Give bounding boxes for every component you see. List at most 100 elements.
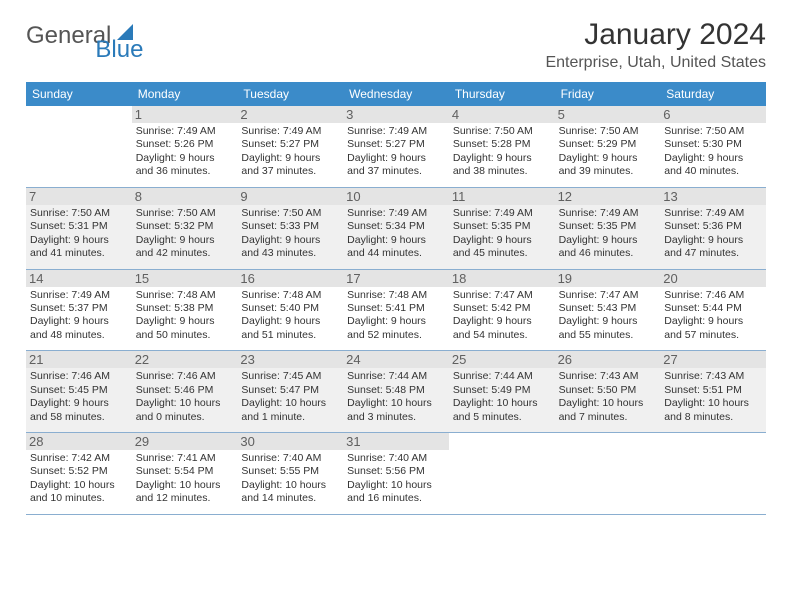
day-cell: 10 Sunrise: 7:49 AMSunset: 5:34 PMDayligh… bbox=[343, 188, 449, 269]
day-cell: 15 Sunrise: 7:48 AMSunset: 5:38 PMDayligh… bbox=[132, 270, 238, 351]
day-info: Sunrise: 7:46 AMSunset: 5:45 PMDaylight:… bbox=[30, 370, 128, 424]
day-cell: 26Sunrise: 7:43 AMSunset: 5:50 PMDayligh… bbox=[555, 351, 661, 432]
day-cell: 27 Sunrise: 7:43 AMSunset: 5:51 PMDayligh… bbox=[660, 351, 766, 432]
day-cell: 31 Sunrise: 7:40 AMSunset: 5:56 PMDayligh… bbox=[343, 433, 449, 514]
weekday-header: Saturday bbox=[660, 82, 766, 106]
day-number: 10 bbox=[343, 188, 449, 205]
day-number: 18 bbox=[449, 270, 555, 287]
day-info: Sunrise: 7:44 AMSunset: 5:48 PMDaylight:… bbox=[347, 370, 445, 424]
day-info: Sunrise: 7:43 AMSunset: 5:51 PMDaylight:… bbox=[664, 370, 762, 424]
day-info: Sunrise: 7:49 AMSunset: 5:27 PMDaylight:… bbox=[241, 125, 339, 179]
day-number: 4 bbox=[449, 106, 555, 123]
day-cell: 1 Sunrise: 7:49 AMSunset: 5:26 PMDaylight… bbox=[132, 106, 238, 187]
calendar: SundayMondayTuesdayWednesdayThursdayFrid… bbox=[26, 82, 766, 515]
day-cell: 5Sunrise: 7:50 AMSunset: 5:29 PMDaylight… bbox=[555, 106, 661, 187]
day-info: Sunrise: 7:41 AMSunset: 5:54 PMDaylight:… bbox=[136, 452, 234, 506]
weekday-header: Wednesday bbox=[343, 82, 449, 106]
day-number: 24 bbox=[343, 351, 449, 368]
day-info: Sunrise: 7:50 AMSunset: 5:28 PMDaylight:… bbox=[453, 125, 551, 179]
day-info: Sunrise: 7:50 AMSunset: 5:31 PMDaylight:… bbox=[30, 207, 128, 261]
day-cell: 11Sunrise: 7:49 AMSunset: 5:35 PMDayligh… bbox=[449, 188, 555, 269]
day-cell: 12Sunrise: 7:49 AMSunset: 5:35 PMDayligh… bbox=[555, 188, 661, 269]
empty-cell bbox=[449, 433, 555, 514]
week-row: 21 Sunrise: 7:46 AMSunset: 5:45 PMDayligh… bbox=[26, 351, 766, 433]
day-cell: 19 Sunrise: 7:47 AMSunset: 5:43 PMDayligh… bbox=[555, 270, 661, 351]
empty-cell bbox=[660, 433, 766, 514]
day-number: 15 bbox=[132, 270, 238, 287]
empty-cell bbox=[26, 106, 132, 187]
day-number: 2 bbox=[237, 106, 343, 123]
day-info: Sunrise: 7:40 AMSunset: 5:56 PMDaylight:… bbox=[347, 452, 445, 506]
day-cell: 23 Sunrise: 7:45 AMSunset: 5:47 PMDayligh… bbox=[237, 351, 343, 432]
logo: General Blue bbox=[26, 22, 187, 50]
day-info: Sunrise: 7:48 AMSunset: 5:41 PMDaylight:… bbox=[347, 289, 445, 343]
day-number: 29 bbox=[132, 433, 238, 450]
day-cell: 7 Sunrise: 7:50 AMSunset: 5:31 PMDaylight… bbox=[26, 188, 132, 269]
weekday-header-row: SundayMondayTuesdayWednesdayThursdayFrid… bbox=[26, 82, 766, 106]
day-number: 27 bbox=[660, 351, 766, 368]
day-number: 9 bbox=[237, 188, 343, 205]
day-number: 3 bbox=[343, 106, 449, 123]
day-info: Sunrise: 7:49 AMSunset: 5:37 PMDaylight:… bbox=[30, 289, 128, 343]
day-number: 28 bbox=[26, 433, 132, 450]
day-cell: 22 Sunrise: 7:46 AMSunset: 5:46 PMDayligh… bbox=[132, 351, 238, 432]
day-cell: 18 Sunrise: 7:47 AMSunset: 5:42 PMDayligh… bbox=[449, 270, 555, 351]
day-cell: 16 Sunrise: 7:48 AMSunset: 5:40 PMDayligh… bbox=[237, 270, 343, 351]
day-number: 22 bbox=[132, 351, 238, 368]
day-number: 21 bbox=[26, 351, 132, 368]
weekday-header: Thursday bbox=[449, 82, 555, 106]
day-info: Sunrise: 7:47 AMSunset: 5:43 PMDaylight:… bbox=[559, 289, 657, 343]
day-cell: 20 Sunrise: 7:46 AMSunset: 5:44 PMDayligh… bbox=[660, 270, 766, 351]
day-number: 30 bbox=[237, 433, 343, 450]
week-row: 28Sunrise: 7:42 AMSunset: 5:52 PMDayligh… bbox=[26, 433, 766, 515]
day-info: Sunrise: 7:45 AMSunset: 5:47 PMDaylight:… bbox=[241, 370, 339, 424]
day-number: 16 bbox=[237, 270, 343, 287]
day-info: Sunrise: 7:49 AMSunset: 5:34 PMDaylight:… bbox=[347, 207, 445, 261]
day-cell: 28Sunrise: 7:42 AMSunset: 5:52 PMDayligh… bbox=[26, 433, 132, 514]
day-info: Sunrise: 7:49 AMSunset: 5:26 PMDaylight:… bbox=[136, 125, 234, 179]
day-number: 11 bbox=[449, 188, 555, 205]
day-info: Sunrise: 7:48 AMSunset: 5:40 PMDaylight:… bbox=[241, 289, 339, 343]
day-info: Sunrise: 7:43 AMSunset: 5:50 PMDaylight:… bbox=[559, 370, 657, 424]
day-info: Sunrise: 7:50 AMSunset: 5:30 PMDaylight:… bbox=[664, 125, 762, 179]
week-row: 7 Sunrise: 7:50 AMSunset: 5:31 PMDaylight… bbox=[26, 188, 766, 270]
weekday-header: Friday bbox=[555, 82, 661, 106]
day-info: Sunrise: 7:46 AMSunset: 5:46 PMDaylight:… bbox=[136, 370, 234, 424]
day-info: Sunrise: 7:49 AMSunset: 5:36 PMDaylight:… bbox=[664, 207, 762, 261]
day-number: 13 bbox=[660, 188, 766, 205]
day-info: Sunrise: 7:49 AMSunset: 5:27 PMDaylight:… bbox=[347, 125, 445, 179]
day-info: Sunrise: 7:40 AMSunset: 5:55 PMDaylight:… bbox=[241, 452, 339, 506]
weekday-header: Monday bbox=[132, 82, 238, 106]
day-info: Sunrise: 7:48 AMSunset: 5:38 PMDaylight:… bbox=[136, 289, 234, 343]
day-info: Sunrise: 7:46 AMSunset: 5:44 PMDaylight:… bbox=[664, 289, 762, 343]
week-row: 1 Sunrise: 7:49 AMSunset: 5:26 PMDaylight… bbox=[26, 106, 766, 188]
day-info: Sunrise: 7:44 AMSunset: 5:49 PMDaylight:… bbox=[453, 370, 551, 424]
day-number: 8 bbox=[132, 188, 238, 205]
day-number: 17 bbox=[343, 270, 449, 287]
day-number: 19 bbox=[555, 270, 661, 287]
header: General Blue January 2024 Enterprise, Ut… bbox=[26, 18, 766, 72]
month-title: January 2024 bbox=[545, 18, 766, 52]
day-number: 31 bbox=[343, 433, 449, 450]
day-cell: 3 Sunrise: 7:49 AMSunset: 5:27 PMDaylight… bbox=[343, 106, 449, 187]
title-block: January 2024 Enterprise, Utah, United St… bbox=[545, 18, 766, 72]
day-cell: 2 Sunrise: 7:49 AMSunset: 5:27 PMDaylight… bbox=[237, 106, 343, 187]
day-number: 12 bbox=[555, 188, 661, 205]
day-number: 20 bbox=[660, 270, 766, 287]
day-number: 7 bbox=[26, 188, 132, 205]
day-cell: 6Sunrise: 7:50 AMSunset: 5:30 PMDaylight… bbox=[660, 106, 766, 187]
day-cell: 29 Sunrise: 7:41 AMSunset: 5:54 PMDayligh… bbox=[132, 433, 238, 514]
logo-text-blue: Blue bbox=[95, 36, 143, 63]
day-number: 1 bbox=[132, 106, 238, 123]
empty-cell bbox=[555, 433, 661, 514]
day-cell: 13 Sunrise: 7:49 AMSunset: 5:36 PMDayligh… bbox=[660, 188, 766, 269]
day-cell: 25 Sunrise: 7:44 AMSunset: 5:49 PMDayligh… bbox=[449, 351, 555, 432]
day-info: Sunrise: 7:50 AMSunset: 5:29 PMDaylight:… bbox=[559, 125, 657, 179]
day-number: 14 bbox=[26, 270, 132, 287]
day-number: 23 bbox=[237, 351, 343, 368]
day-info: Sunrise: 7:50 AMSunset: 5:33 PMDaylight:… bbox=[241, 207, 339, 261]
day-number: 25 bbox=[449, 351, 555, 368]
week-row: 14 Sunrise: 7:49 AMSunset: 5:37 PMDayligh… bbox=[26, 270, 766, 352]
location-label: Enterprise, Utah, United States bbox=[545, 54, 766, 72]
day-info: Sunrise: 7:47 AMSunset: 5:42 PMDaylight:… bbox=[453, 289, 551, 343]
